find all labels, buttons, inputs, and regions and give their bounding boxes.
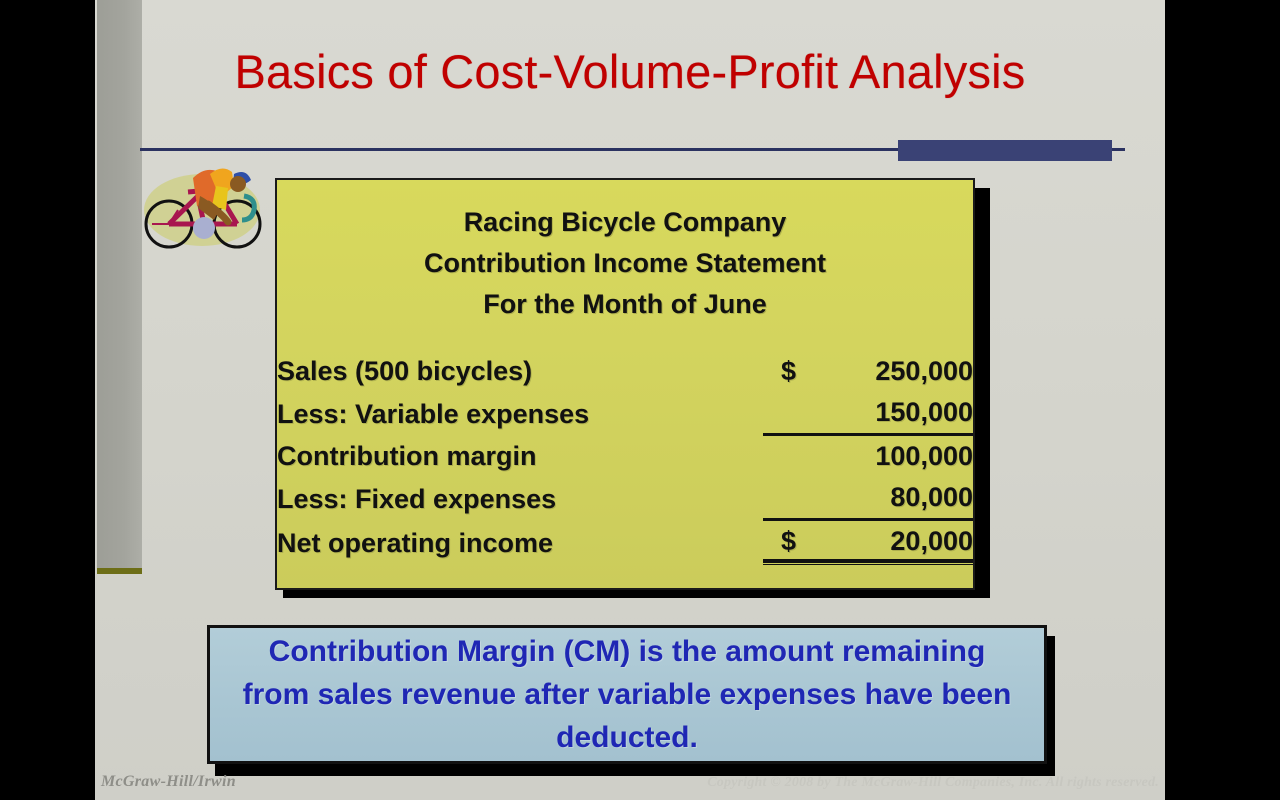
row-value: 150,000: [875, 397, 973, 427]
row-amount: $20,000: [763, 519, 973, 565]
publisher-footer: McGraw-Hill/Irwin: [101, 773, 236, 790]
copyright-footer: Copyright © 2008 by The McGraw-Hill Comp…: [707, 775, 1159, 790]
page-title: Basics of Cost-Volume-Profit Analysis: [234, 45, 1026, 98]
row-label: Less: Fixed expenses: [277, 483, 557, 514]
statement-heading-line-1: Racing Bicycle Company: [463, 207, 787, 237]
table-row: Less: Variable expenses 150,000: [277, 392, 973, 436]
title-divider-rule: [140, 148, 1125, 151]
left-decorative-band: [97, 0, 142, 569]
row-currency: $: [781, 526, 797, 556]
row-amount: 150,000: [763, 392, 973, 436]
statement-heading: Racing Bicycle Company Contribution Inco…: [277, 202, 973, 325]
row-label: Contribution margin: [277, 441, 537, 471]
left-band-accent-line: [97, 568, 142, 574]
table-row: Less: Fixed expenses 80,000: [277, 477, 973, 521]
cyclist-clipart-icon: [144, 168, 262, 249]
row-value: 20,000: [890, 526, 973, 556]
callout-text: Contribution Margin (CM) is the amount r…: [242, 635, 1012, 754]
row-value: 250,000: [875, 356, 973, 386]
row-currency: $: [781, 356, 797, 386]
presentation-slide: Basics of Cost-Volume-Profit Analysis: [95, 0, 1165, 800]
statement-heading-line-2: Contribution Income Statement: [423, 248, 826, 278]
statement-table: Sales (500 bicycles) $250,000 Less: Vari…: [277, 351, 973, 565]
table-row: Contribution margin 100,000: [277, 435, 973, 478]
row-label: Sales (500 bicycles): [277, 356, 533, 386]
row-amount: $250,000: [763, 351, 973, 392]
row-value: 100,000: [875, 441, 973, 471]
row-label: Net operating income: [277, 527, 554, 558]
title-accent-block: [898, 140, 1112, 161]
table-row: Net operating income $20,000: [277, 519, 973, 565]
row-value: 80,000: [890, 482, 973, 512]
table-row: Sales (500 bicycles) $250,000: [277, 351, 973, 392]
row-label: Less: Variable expenses: [277, 398, 590, 429]
row-amount: 80,000: [763, 477, 973, 521]
contribution-margin-callout: Contribution Margin (CM) is the amount r…: [207, 625, 1047, 764]
statement-heading-line-3: For the Month of June: [483, 289, 767, 319]
row-amount: 100,000: [763, 435, 973, 478]
contribution-income-statement-panel: Racing Bicycle Company Contribution Inco…: [275, 178, 975, 590]
